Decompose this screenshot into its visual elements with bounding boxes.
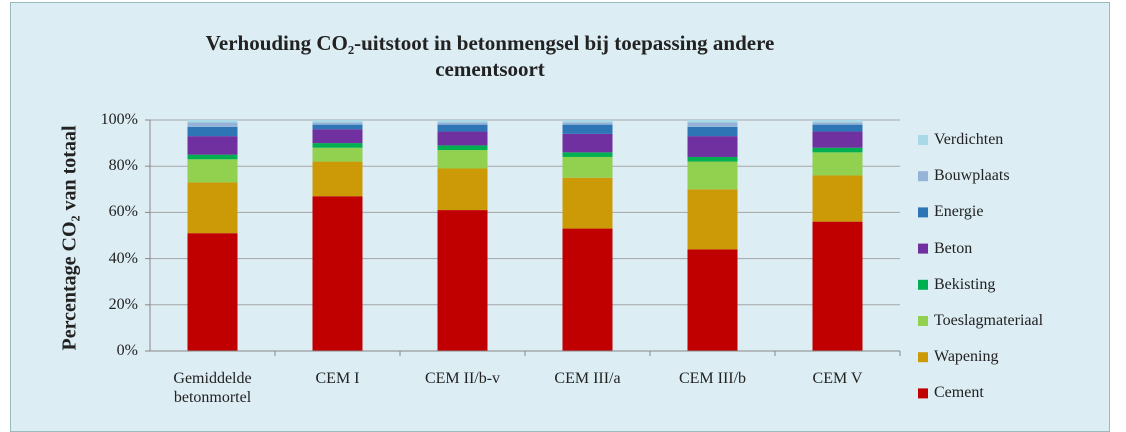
- bar-segment: [687, 120, 738, 123]
- bar-segment: [312, 147, 363, 162]
- bar-segment: [562, 124, 613, 134]
- bar-segment: [562, 122, 613, 125]
- bar-segment: [812, 147, 863, 153]
- x-tick-label: CEM I: [315, 370, 360, 387]
- legend-label: Wapening: [934, 348, 999, 366]
- y-tick-label: 40%: [108, 249, 138, 267]
- page: Verhouding CO₂-uitstoot in betonmengsel …: [10, 2, 1110, 432]
- bar-segment: [187, 120, 238, 123]
- bar-segment: [812, 124, 863, 132]
- bar-segment: [562, 156, 613, 178]
- bar-segment: [312, 124, 363, 130]
- bar-segment: [187, 136, 238, 155]
- bar-segment: [562, 228, 613, 351]
- legend-label: Toeslagmateriaal: [934, 312, 1044, 329]
- bar-segment: [312, 129, 363, 144]
- legend-swatch: [918, 135, 928, 145]
- legend-swatch: [918, 171, 928, 182]
- x-tick-label: CEM V: [812, 370, 863, 387]
- legend-swatch: [918, 316, 928, 326]
- bar-segment: [812, 131, 863, 148]
- y-tick-label: 60%: [108, 203, 138, 221]
- bar-segment: [812, 122, 863, 125]
- x-tick-label: CEM III/b: [678, 370, 747, 387]
- x-tick-label: CEM II/b-v: [424, 370, 501, 387]
- bar-segment: [187, 122, 238, 127]
- x-tick-label: CEM III/a: [554, 370, 621, 387]
- legend-swatch: [918, 352, 928, 363]
- legend-swatch: [918, 243, 928, 254]
- bar-segment: [312, 122, 363, 125]
- legend-label: Beton: [934, 239, 973, 257]
- bar-segment: [812, 221, 863, 351]
- y-tick-label: 100%: [100, 111, 138, 128]
- bar-segment: [312, 161, 363, 197]
- chart: [145, 119, 928, 399]
- bar-segment: [312, 120, 363, 123]
- bar-segment: [562, 120, 613, 123]
- bar-segment: [437, 150, 488, 169]
- bar-segment: [437, 122, 488, 125]
- legend-label: Bouwplaats: [934, 167, 1010, 185]
- y-tick-label: 80%: [108, 157, 138, 175]
- bar-segment: [437, 120, 488, 123]
- legend-label: Bekisting: [934, 275, 996, 293]
- y-tick-label: 20%: [108, 295, 138, 313]
- bar-segment: [437, 210, 488, 351]
- bar-segment: [187, 182, 238, 234]
- legend-label: Cement: [934, 384, 984, 402]
- bar-segment: [687, 136, 738, 157]
- bar-segment: [562, 133, 613, 153]
- y-tick-label: 0%: [116, 342, 138, 359]
- bar-segment: [437, 124, 488, 132]
- bar-segment: [562, 177, 613, 229]
- bar-segment: [812, 175, 863, 222]
- chart-title: Verhouding CO₂-uitstoot in betonmengsel …: [205, 31, 775, 81]
- bar-segment: [312, 143, 363, 148]
- bar-segment: [812, 120, 863, 123]
- bar-segment: [562, 152, 613, 157]
- bar-segment: [687, 156, 738, 162]
- legend-swatch: [918, 207, 928, 218]
- bar-segment: [687, 249, 738, 351]
- bar-segment: [437, 168, 488, 211]
- legend-label: Energie: [934, 203, 984, 221]
- bar-segment: [687, 161, 738, 190]
- bar-segment: [187, 154, 238, 160]
- legend-swatch: [918, 388, 928, 399]
- bar-segment: [812, 152, 863, 176]
- x-tick-label: Gemiddelde betonmortel: [173, 370, 252, 406]
- bar-segment: [437, 131, 488, 146]
- bar-segment: [187, 126, 238, 137]
- bar-segment: [187, 233, 238, 351]
- bar-segment: [687, 126, 738, 137]
- bar-segment: [687, 189, 738, 250]
- bar-segment: [187, 159, 238, 183]
- legend-label: Verdichten: [934, 131, 1004, 148]
- bar-segment: [312, 196, 363, 351]
- legend-swatch: [918, 279, 928, 290]
- bar-segment: [437, 145, 488, 151]
- bar-segment: [687, 122, 738, 127]
